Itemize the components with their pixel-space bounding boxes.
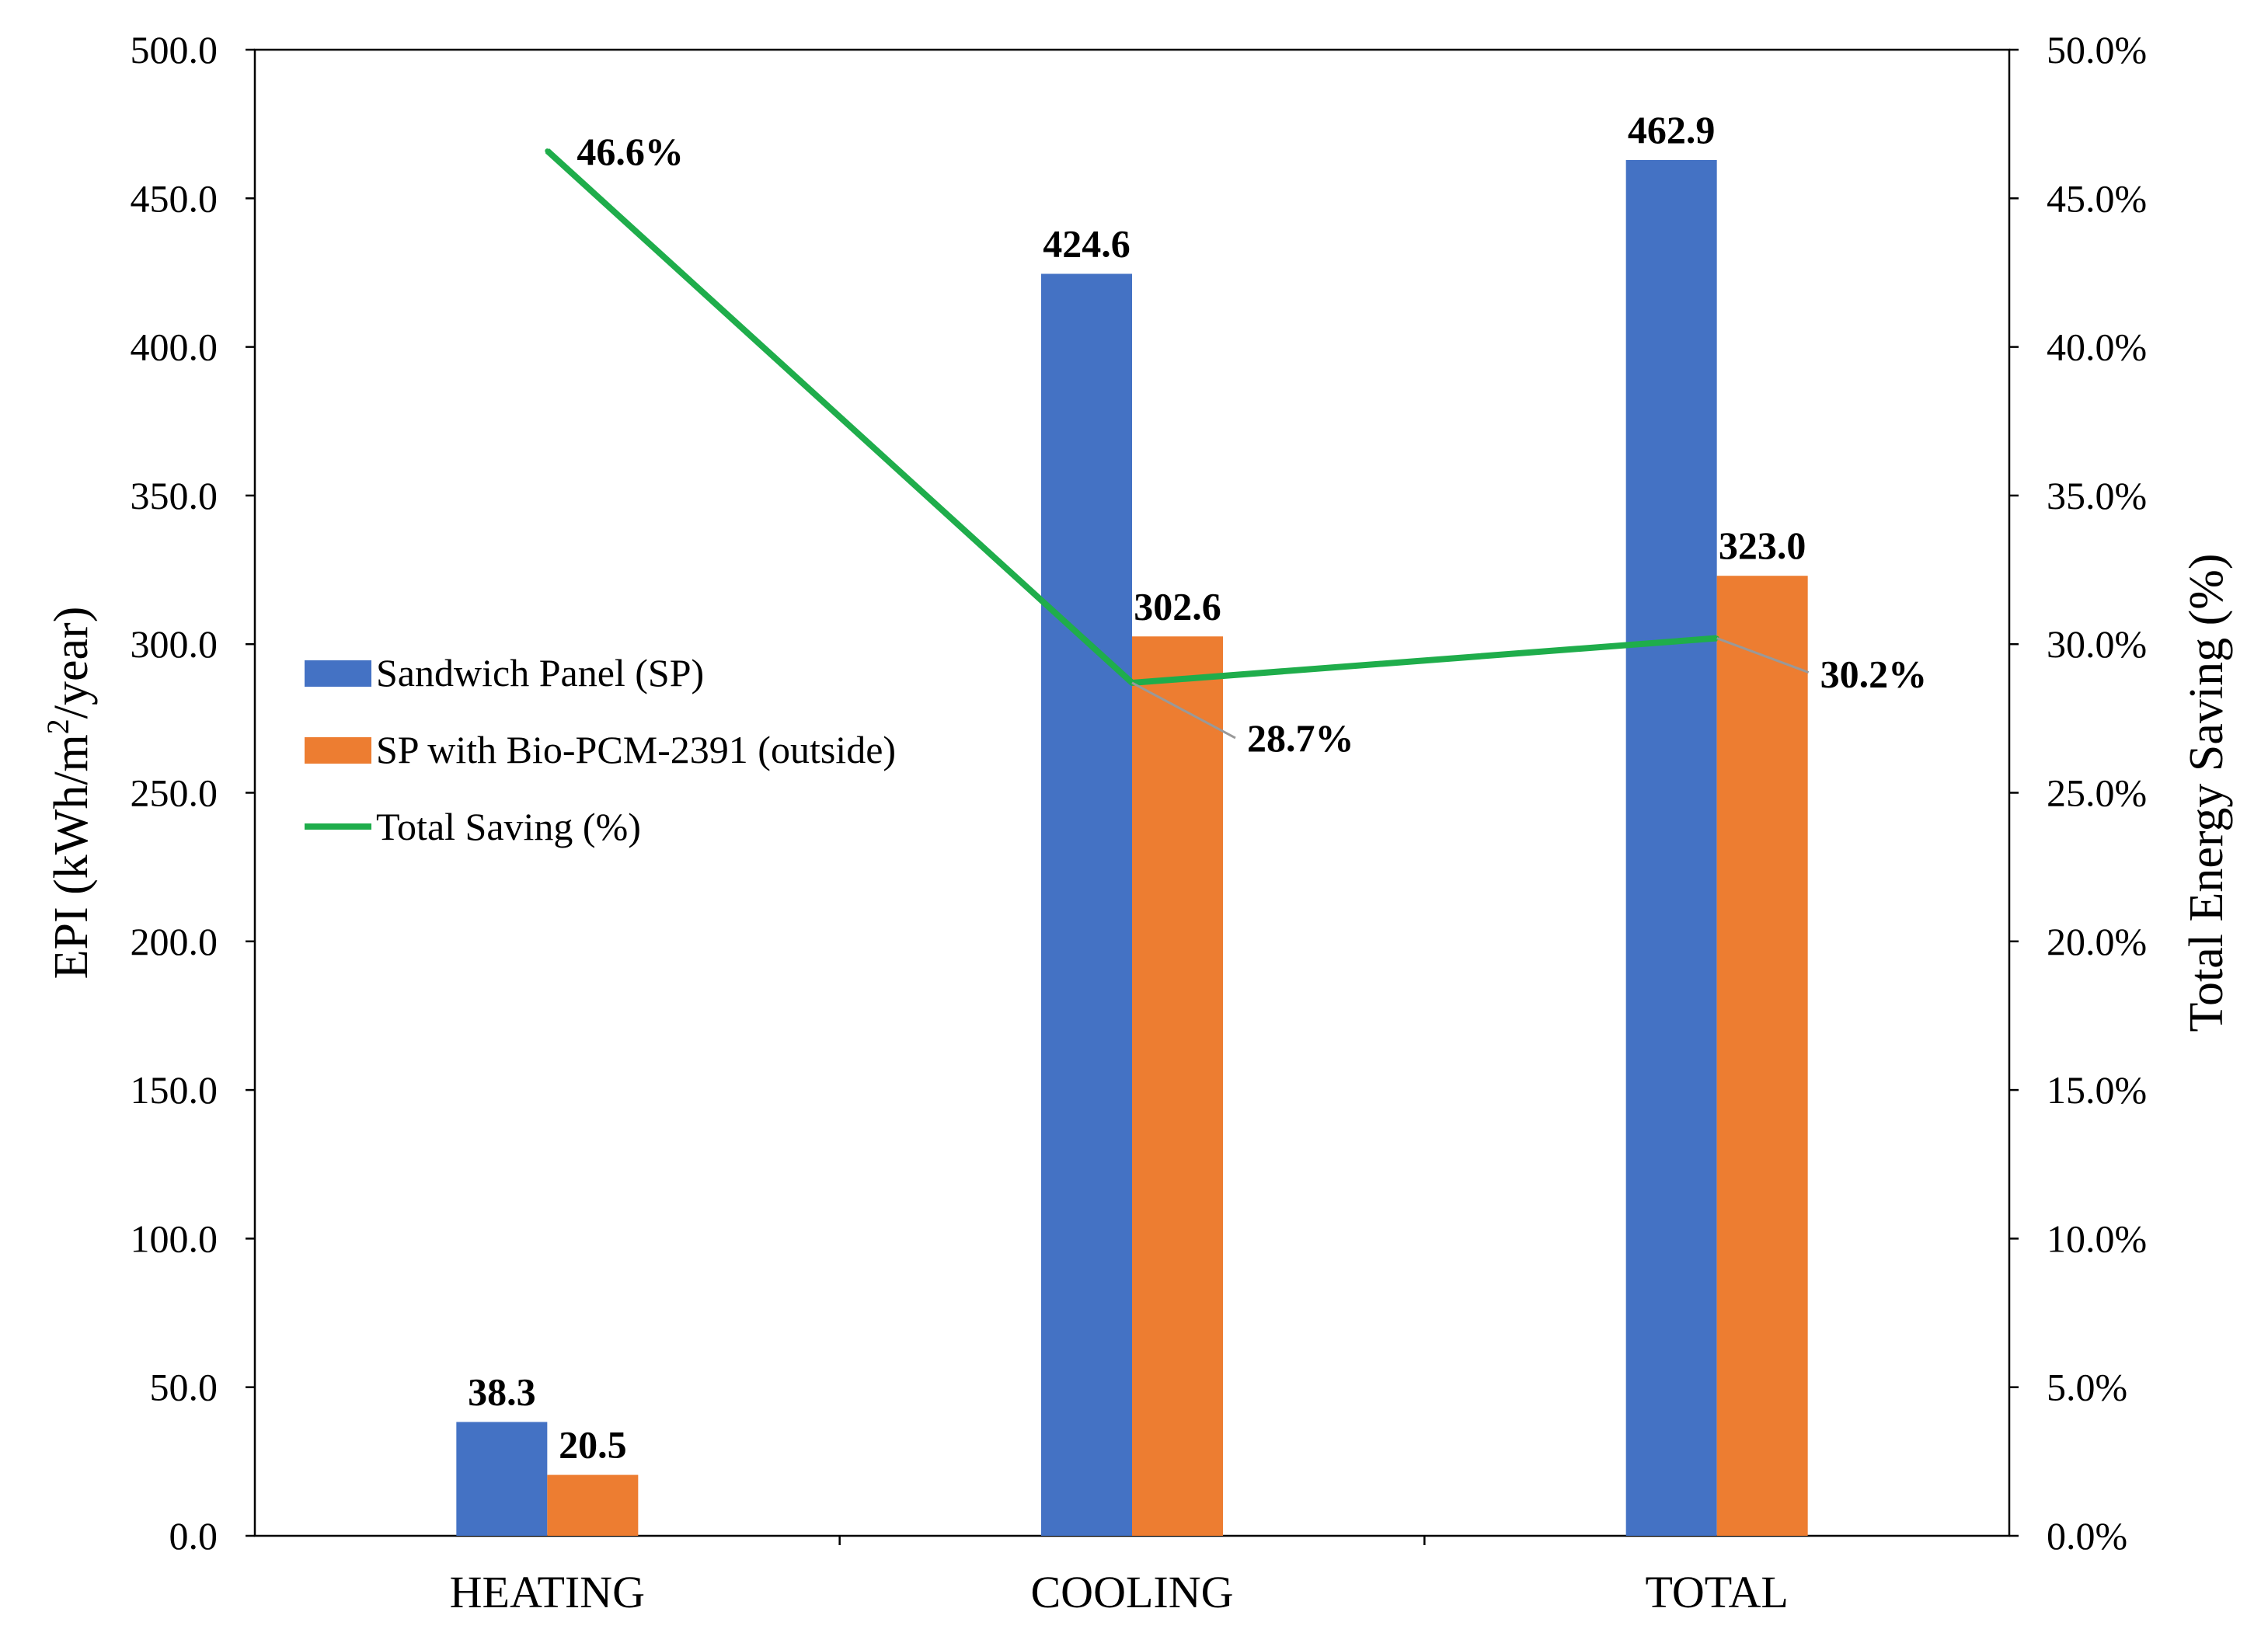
saving-point-heating xyxy=(545,148,550,154)
bar-sp-cooling xyxy=(1041,273,1132,1536)
bar-sp-bio-pcm-cooling xyxy=(1132,636,1223,1536)
bar-data-label: 424.6 xyxy=(1043,221,1131,265)
y-tick-label: 500.0 xyxy=(131,28,218,71)
bar-data-label: 323.0 xyxy=(1719,524,1806,567)
legend-swatch-sp-bio-pcm xyxy=(305,737,371,764)
y-tick-label: 150.0 xyxy=(131,1068,218,1112)
bar-sp-heating xyxy=(456,1422,548,1536)
y-tick-label: 250.0 xyxy=(131,771,218,815)
y-axis-title: EPI (kWh/m2/year) xyxy=(40,607,98,980)
y2-tick-label: 10.0% xyxy=(2047,1217,2147,1260)
y2-tick-label: 15.0% xyxy=(2047,1068,2147,1112)
saving-label-leader xyxy=(1131,681,1236,740)
bar-sp-bio-pcm-total xyxy=(1716,576,1808,1536)
y2-tick-label: 40.0% xyxy=(2047,325,2147,369)
bar-sp-total xyxy=(1625,159,1717,1537)
y2-tick-label: 20.0% xyxy=(2047,920,2147,963)
y2-tick-label: 25.0% xyxy=(2047,771,2147,815)
y2-tick-label: 5.0% xyxy=(2047,1366,2127,1409)
saving-data-label: 30.2% xyxy=(1820,653,1928,696)
y-tick-label: 50.0 xyxy=(150,1366,218,1409)
saving-data-label: 28.7% xyxy=(1247,716,1354,760)
y-tick-label: 400.0 xyxy=(131,325,218,369)
y2-tick-label: 45.0% xyxy=(2047,176,2147,220)
saving-data-label: 46.6% xyxy=(577,130,684,173)
x-tick-label: COOLING xyxy=(1031,1567,1234,1617)
bar-data-label: 38.3 xyxy=(468,1370,536,1413)
y2-tick-label: 35.0% xyxy=(2047,474,2147,517)
y-tick-label: 450.0 xyxy=(131,176,218,220)
bar-data-label: 302.6 xyxy=(1134,584,1221,628)
x-tick-label: TOTAL xyxy=(1645,1567,1788,1617)
bar-data-label: 20.5 xyxy=(559,1423,627,1467)
y-tick-label: 100.0 xyxy=(131,1217,218,1260)
legend-label: Total Saving (%) xyxy=(376,805,641,848)
y-tick-label: 0.0 xyxy=(169,1514,218,1558)
y2-axis-title: Total Energy Saving (%) xyxy=(2180,553,2233,1032)
y-tick-label: 350.0 xyxy=(131,474,218,517)
bar-sp-bio-pcm-heating xyxy=(547,1474,639,1536)
y2-tick-label: 0.0% xyxy=(2047,1514,2127,1558)
legend-label: SP with Bio-PCM-2391 (outside) xyxy=(376,728,896,771)
y-tick-label: 200.0 xyxy=(131,920,218,963)
y-tick-label: 300.0 xyxy=(131,622,218,666)
bar-data-label: 462.9 xyxy=(1628,108,1716,151)
legend-label: Sandwich Panel (SP) xyxy=(376,651,704,694)
legend-swatch-sp xyxy=(305,660,371,687)
y2-tick-label: 50.0% xyxy=(2047,28,2147,71)
x-tick-label: HEATING xyxy=(450,1567,645,1617)
y2-tick-label: 30.0% xyxy=(2047,622,2147,666)
saving-label-leader xyxy=(1716,637,1810,674)
